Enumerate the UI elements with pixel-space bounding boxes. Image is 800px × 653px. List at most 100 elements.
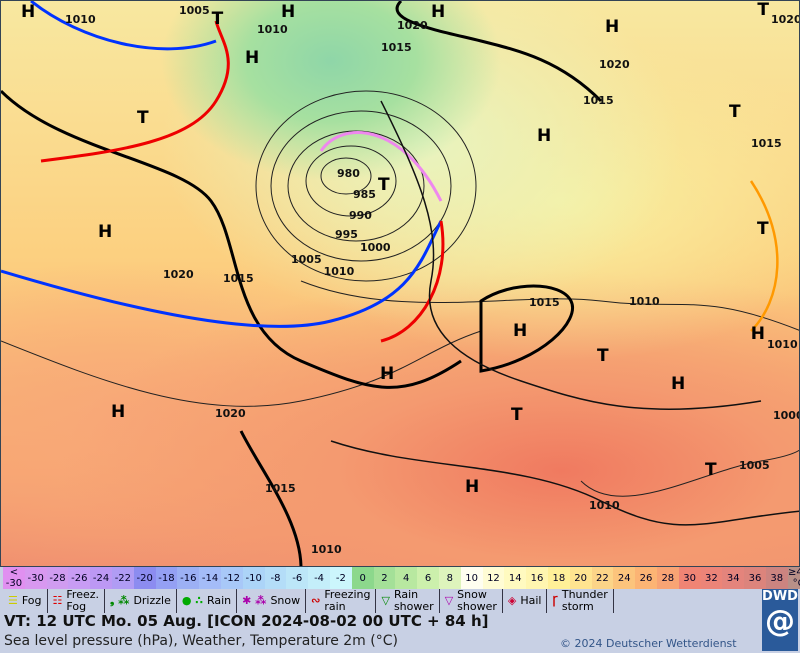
scale-cell: -10	[242, 567, 265, 589]
isobar	[255, 90, 477, 282]
freezing-rain-icon: ∾	[311, 594, 321, 607]
weather-legend: ☰ Fog ☷ Freez. Fog ❟ ⁂ Drizzle ● ∴ Rain ✱ ⁂ Snow ∾…	[3, 589, 755, 613]
pressure-label: 1015	[583, 94, 614, 107]
scale-cell: -2	[329, 567, 352, 589]
cold-front	[30, 1, 217, 51]
scale-cell: -22	[111, 567, 134, 589]
legend-label: Freezing rain	[324, 588, 371, 613]
scale-cell: 30	[678, 567, 701, 589]
scale-cell: -8	[264, 567, 287, 589]
high-pressure-center: H	[281, 2, 296, 22]
pressure-label: 1015	[751, 137, 782, 150]
isobar	[270, 110, 452, 262]
legend-item: ☷ Freez. Fog	[48, 589, 106, 613]
cold-front	[1, 220, 443, 328]
occluded-front	[319, 131, 443, 202]
temperature-scale: < -30 -30 -28 -26 -24 -22 -20 -18 -16 -14 -12 -10 -8…	[3, 567, 800, 589]
isobar-bold	[395, 1, 603, 103]
pressure-label: 1000	[773, 409, 799, 422]
scale-cell: 32	[700, 567, 723, 589]
rain-shower-icon: ▽	[381, 594, 390, 607]
spiral-icon: @	[765, 604, 795, 639]
thunderstorm-icon: Ꞅ	[552, 594, 558, 607]
legend-item: ▽ Snow shower	[440, 589, 503, 613]
low-pressure-center: T	[377, 175, 390, 195]
low-pressure-center: T	[597, 346, 609, 366]
scale-cell: 12	[482, 567, 505, 589]
pressure-label: 1010	[65, 13, 96, 26]
scale-cell: 24	[613, 567, 636, 589]
coastline	[380, 100, 762, 411]
scale-cell: -28	[46, 567, 69, 589]
scale-cell: 2	[373, 567, 396, 589]
pressure-label: 1015	[223, 272, 254, 285]
legend-item: Ꞅ Thunder storm	[547, 588, 614, 613]
pressure-label: 1005	[739, 459, 770, 472]
valid-time: VT: 12 UTC Mo. 05 Aug. [ICON 2024-08-02 …	[4, 612, 489, 630]
low-pressure-center: T	[729, 102, 741, 122]
isobar	[287, 130, 425, 242]
pressure-label: 1010	[589, 499, 620, 512]
high-pressure-center: H	[245, 48, 260, 68]
scale-cell: 18	[547, 567, 570, 589]
isobar-bold	[479, 284, 574, 373]
high-pressure-center: H	[671, 374, 686, 394]
scale-cell: 28	[656, 567, 679, 589]
pressure-label: 995	[335, 228, 358, 241]
pressure-label: 990	[349, 209, 372, 222]
drizzle-icon: ❟ ⁂	[110, 594, 130, 607]
scale-cell: 14	[504, 567, 527, 589]
warm-front	[40, 20, 230, 163]
copyright: © 2024 Deutscher Wetterdienst	[560, 637, 737, 650]
legend-item: ◈ Hail	[503, 589, 548, 613]
legend-label: Snow	[270, 594, 301, 607]
high-pressure-center: H	[21, 2, 36, 22]
scale-cell: 8	[438, 567, 461, 589]
legend-item: ☰ Fog	[3, 589, 48, 613]
high-pressure-center: H	[750, 324, 765, 344]
trough-line	[749, 180, 779, 332]
isobar	[1, 330, 482, 407]
weather-map: 1010 1005 1010 1020 1015 1020 1015 1015 1020 980 9…	[0, 0, 800, 567]
scale-cell: 0	[351, 567, 374, 589]
legend-label: Hail	[520, 594, 542, 607]
snow-shower-icon: ▽	[444, 594, 454, 607]
legend-label: Thunder storm	[561, 588, 608, 613]
legend-label: Freez. Fog	[66, 588, 100, 613]
scale-cell: -30	[24, 567, 47, 589]
isobar	[305, 145, 397, 217]
high-pressure-center: H	[98, 222, 113, 242]
pressure-label: 1020	[599, 58, 630, 71]
legend-label: Snow shower	[457, 588, 497, 613]
pressure-label: 1015	[381, 41, 412, 54]
low-pressure-center: T	[757, 219, 769, 239]
map-lines	[1, 1, 799, 566]
scale-cell: 16	[526, 567, 548, 589]
pressure-label: 1010	[311, 543, 342, 556]
isobar	[580, 449, 799, 497]
low-pressure-center: T	[511, 405, 523, 425]
legend-label: Drizzle	[133, 594, 171, 607]
legend-item: ✱ ⁂ Snow	[237, 589, 307, 613]
pressure-label: 1010	[767, 338, 798, 351]
pressure-label: 980	[337, 167, 360, 180]
high-pressure-center: H	[465, 477, 480, 497]
high-pressure-center: H	[111, 402, 126, 422]
hail-icon: ◈	[507, 594, 517, 607]
scale-cell: -6	[286, 567, 309, 589]
scale-cell: -14	[199, 567, 221, 589]
scale-cell: 6	[417, 567, 439, 589]
pressure-label: 1010	[629, 295, 660, 308]
scale-cell: -24	[90, 567, 112, 589]
high-pressure-center: H	[380, 364, 395, 384]
legend-item: ▽ Rain shower	[376, 589, 440, 613]
scale-cell: 26	[635, 567, 657, 589]
coastline	[330, 440, 799, 526]
pressure-label: 1015	[529, 296, 560, 309]
scale-cell: 4	[395, 567, 418, 589]
isobar	[320, 157, 372, 195]
scale-cell: -4	[308, 567, 330, 589]
scale-cell: < -30	[3, 567, 25, 589]
pressure-label: 985	[353, 188, 376, 201]
pressure-label: 1010	[257, 23, 288, 36]
